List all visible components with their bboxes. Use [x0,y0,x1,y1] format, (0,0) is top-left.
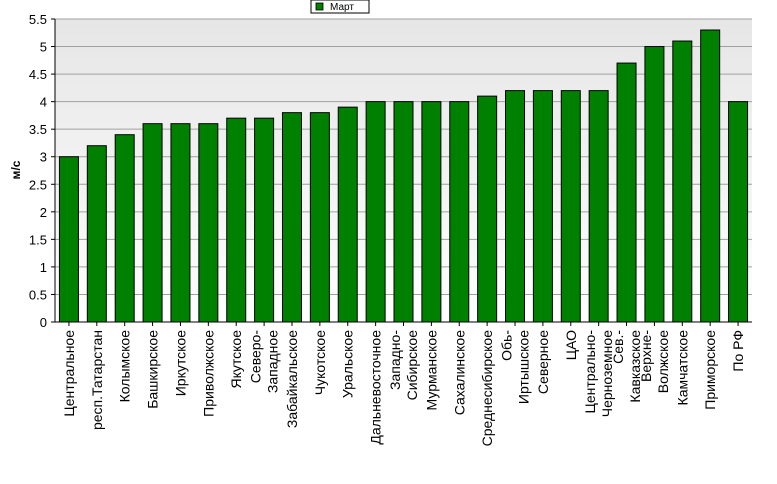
x-tick-label: респ.Татарстан [89,330,105,430]
x-tick-label: По РФ [730,330,746,372]
x-tick-label: Кавказское [627,330,643,403]
y-tick-label: 3.5 [29,122,47,137]
y-tick-label: 0.5 [29,287,47,302]
x-tick-label: Центральное [61,330,77,417]
x-tick-label: Сибирское [404,330,420,401]
bar[interactable] [700,29,721,323]
x-tick-label: Иркутское [173,330,189,396]
x-tick-label: Якутское [228,330,244,389]
y-tick-labels: 0 0.5 1 1.5 2 2.5 3 3.5 4 4.5 5 5.5 [29,12,55,330]
bar[interactable] [142,123,163,323]
legend-label: Март [330,2,354,13]
x-tick-label: Черноземное [599,330,615,417]
y-tick-label: 5.5 [29,12,47,27]
bar[interactable] [198,123,219,323]
bar[interactable] [532,90,553,323]
bar[interactable] [254,117,275,323]
x-tick-label: Иртышское [516,330,532,404]
x-tick-label: Северо- [248,330,264,384]
x-tick-label: Сев.- [610,330,626,364]
y-tick-label: 1.5 [29,232,47,247]
bar[interactable] [114,134,135,323]
bar[interactable] [281,112,302,323]
y-tick-label: 4 [40,95,47,110]
bar[interactable] [616,62,637,323]
y-tick-label: 0 [40,315,47,330]
x-tick-label: Приморское [702,330,718,410]
x-tick-label: Верхне- [638,330,654,382]
x-tick-label: Центрально- [582,330,598,414]
bar[interactable] [421,101,442,323]
bar[interactable] [170,123,191,323]
bar[interactable] [58,156,79,323]
x-tick-label: Западное [265,330,281,393]
bar[interactable] [588,90,609,323]
bar[interactable] [337,106,358,323]
x-tick-label: Чукотское [312,330,328,395]
x-tick-label: Западно- [387,330,403,390]
x-tick-label: Приволжское [200,330,216,417]
x-tick-label: Колымское [117,330,133,403]
bar[interactable] [644,46,665,323]
bar[interactable] [672,40,693,323]
x-tick-label: Уральское [340,330,356,398]
bar[interactable] [365,101,386,323]
y-tick-label: 3 [40,150,47,165]
bar[interactable] [226,117,247,323]
bar[interactable] [728,101,749,323]
x-tick-label: Сахалинское [451,330,467,415]
x-tick-label: Среднесибирское [479,330,495,447]
bar[interactable] [449,101,470,323]
x-tick-labels: Центральное респ.Татарстан Колымское Башкир… [61,322,746,446]
x-tick-label: Волжское [655,330,671,393]
x-tick-label: Обь- [499,330,515,361]
y-axis-label: м/с [9,160,23,179]
y-tick-label: 2.5 [29,177,47,192]
legend[interactable]: Март [310,0,370,14]
bar[interactable] [477,95,498,323]
x-tick-label: ЦАО [563,330,579,360]
y-tick-label: 2 [40,205,47,220]
y-tick-label: 1 [40,260,47,275]
x-tick-label: Мурманское [423,330,439,411]
x-tick-label: Северное [535,330,551,394]
bar[interactable] [309,112,330,323]
x-tick-label: Башкирское [145,330,161,409]
bar[interactable] [393,101,414,323]
y-tick-label: 5 [40,40,47,55]
x-tick-label: Дальневосточное [368,330,384,445]
x-tick-label: Забайкальское [284,330,300,428]
legend-box [310,0,370,14]
bar[interactable] [86,145,107,323]
bar[interactable] [560,90,581,323]
legend-swatch [315,2,324,11]
bar[interactable] [505,90,526,323]
y-tick-label: 4.5 [29,67,47,82]
x-tick-label: Камчатское [674,330,690,406]
